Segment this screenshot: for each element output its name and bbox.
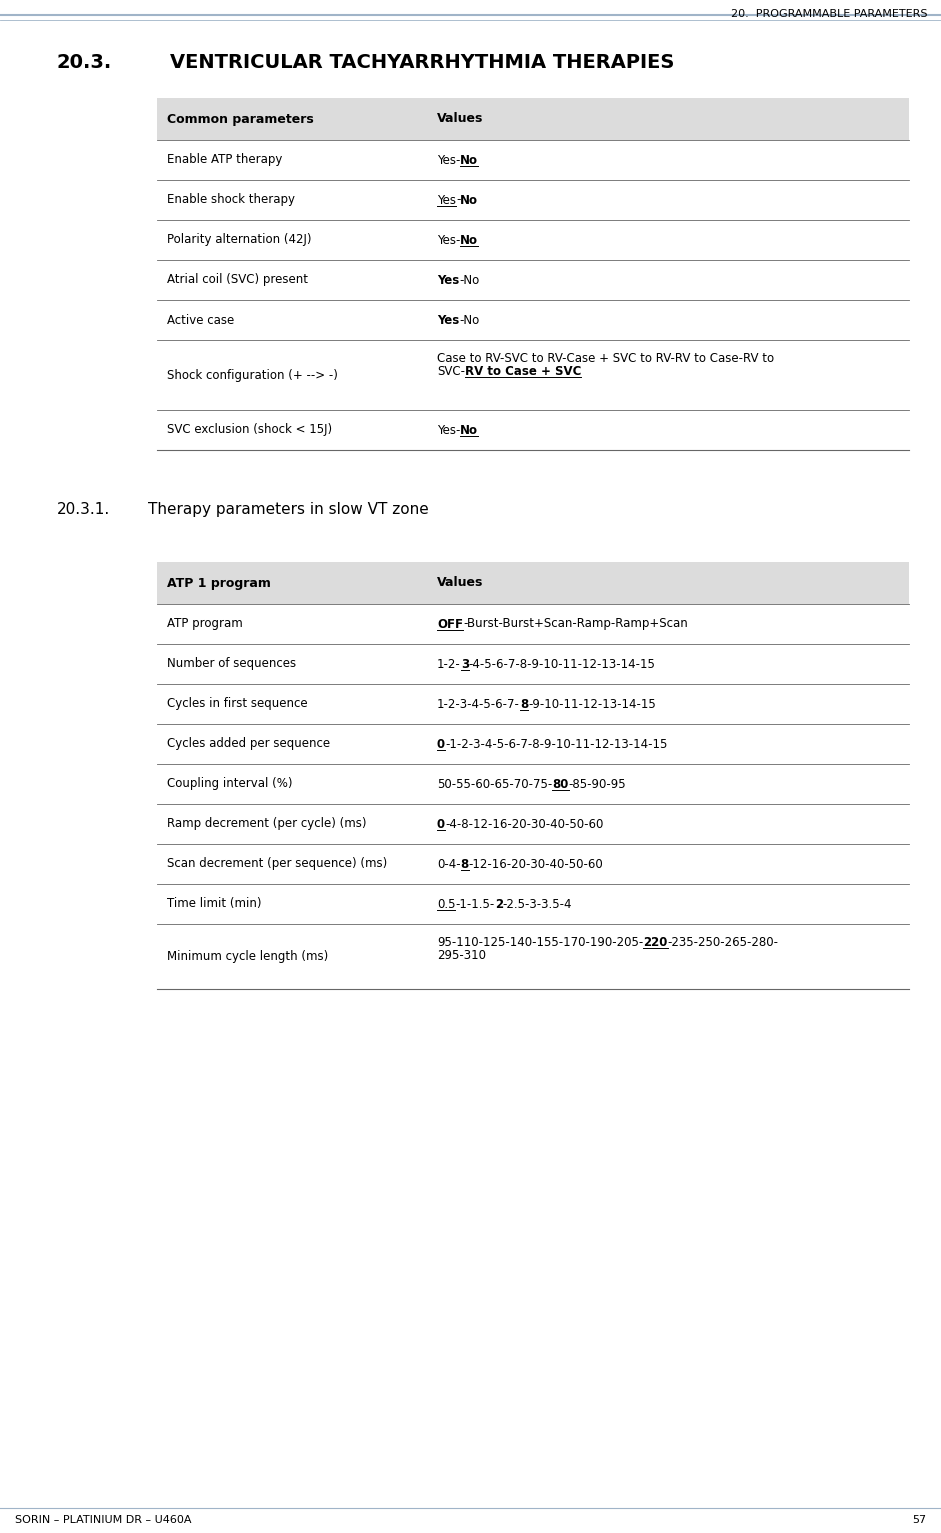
Text: 1-2-: 1-2- — [437, 658, 461, 670]
Text: 95-110-125-140-155-170-190-205-: 95-110-125-140-155-170-190-205- — [437, 935, 644, 949]
Text: -9-10-11-12-13-14-15: -9-10-11-12-13-14-15 — [528, 698, 656, 710]
Text: -4-5-6-7-8-9-10-11-12-13-14-15: -4-5-6-7-8-9-10-11-12-13-14-15 — [469, 658, 656, 670]
Bar — [157, 563, 909, 604]
Text: Yes: Yes — [437, 273, 459, 287]
Text: -1-1.5-: -1-1.5- — [455, 897, 495, 911]
Text: 80: 80 — [552, 777, 568, 791]
Text: SVC-: SVC- — [437, 365, 465, 377]
Text: Minimum cycle length (ms): Minimum cycle length (ms) — [167, 950, 328, 963]
Text: Atrial coil (SVC) present: Atrial coil (SVC) present — [167, 273, 308, 287]
Text: 20.3.1.: 20.3.1. — [57, 501, 110, 517]
Text: -85-90-95: -85-90-95 — [568, 777, 627, 791]
Text: 8: 8 — [519, 698, 528, 710]
Text: Scan decrement (per sequence) (ms): Scan decrement (per sequence) (ms) — [167, 857, 388, 871]
Text: Case to RV-SVC to RV-Case + SVC to RV-RV to Case-RV to: Case to RV-SVC to RV-Case + SVC to RV-RV… — [437, 351, 774, 365]
Text: OFF: OFF — [437, 618, 463, 630]
Text: Yes: Yes — [437, 314, 459, 327]
Text: ATP program: ATP program — [167, 618, 243, 630]
Text: -2.5-3-3.5-4: -2.5-3-3.5-4 — [502, 897, 572, 911]
Text: -: - — [456, 193, 460, 207]
Text: Enable shock therapy: Enable shock therapy — [167, 193, 295, 207]
Text: No: No — [460, 153, 478, 167]
Text: Yes-: Yes- — [437, 233, 460, 247]
Text: Number of sequences: Number of sequences — [167, 658, 296, 670]
Text: No: No — [460, 193, 478, 207]
Text: Ramp decrement (per cycle) (ms): Ramp decrement (per cycle) (ms) — [167, 817, 366, 831]
Text: Time limit (min): Time limit (min) — [167, 897, 262, 911]
Text: 57: 57 — [912, 1515, 926, 1525]
Text: Yes-: Yes- — [437, 423, 460, 437]
Text: VENTRICULAR TACHYARRHYTHMIA THERAPIES: VENTRICULAR TACHYARRHYTHMIA THERAPIES — [170, 54, 675, 72]
Text: 0-4-: 0-4- — [437, 857, 461, 871]
Text: Values: Values — [437, 112, 484, 126]
Text: Therapy parameters in slow VT zone: Therapy parameters in slow VT zone — [148, 501, 429, 517]
Text: Common parameters: Common parameters — [167, 112, 313, 126]
Text: Active case: Active case — [167, 314, 234, 327]
Text: 0: 0 — [437, 817, 445, 831]
Text: 1-2-3-4-5-6-7-: 1-2-3-4-5-6-7- — [437, 698, 519, 710]
Text: 0: 0 — [437, 737, 445, 751]
Text: -1-2-3-4-5-6-7-8-9-10-11-12-13-14-15: -1-2-3-4-5-6-7-8-9-10-11-12-13-14-15 — [445, 737, 667, 751]
Text: 295-310: 295-310 — [437, 949, 486, 961]
Text: -235-250-265-280-: -235-250-265-280- — [667, 935, 778, 949]
Text: ATP 1 program: ATP 1 program — [167, 576, 271, 590]
Text: -4-8-12-16-20-30-40-50-60: -4-8-12-16-20-30-40-50-60 — [445, 817, 603, 831]
Text: 8: 8 — [461, 857, 469, 871]
Text: Cycles in first sequence: Cycles in first sequence — [167, 698, 308, 710]
Text: 20.3.: 20.3. — [57, 54, 112, 72]
Text: 20.  PROGRAMMABLE PARAMETERS: 20. PROGRAMMABLE PARAMETERS — [731, 9, 928, 18]
Text: -Burst-Burst+Scan-Ramp-Ramp+Scan: -Burst-Burst+Scan-Ramp-Ramp+Scan — [463, 618, 688, 630]
Text: 2: 2 — [495, 897, 502, 911]
Text: No: No — [460, 233, 478, 247]
Text: SVC exclusion (shock < 15J): SVC exclusion (shock < 15J) — [167, 423, 332, 437]
Text: Values: Values — [437, 576, 484, 590]
Text: Coupling interval (%): Coupling interval (%) — [167, 777, 293, 791]
Text: SORIN – PLATINIUM DR – U460A: SORIN – PLATINIUM DR – U460A — [15, 1515, 192, 1525]
Text: -No: -No — [459, 273, 480, 287]
Text: Enable ATP therapy: Enable ATP therapy — [167, 153, 282, 167]
Text: Yes-: Yes- — [437, 153, 460, 167]
Text: No: No — [460, 423, 478, 437]
Text: 0.5: 0.5 — [437, 897, 455, 911]
Text: Cycles added per sequence: Cycles added per sequence — [167, 737, 330, 751]
Text: Shock configuration (+ --> -): Shock configuration (+ --> -) — [167, 368, 338, 382]
Bar — [157, 98, 909, 140]
Text: 220: 220 — [644, 935, 667, 949]
Text: -12-16-20-30-40-50-60: -12-16-20-30-40-50-60 — [469, 857, 603, 871]
Text: Polarity alternation (42J): Polarity alternation (42J) — [167, 233, 311, 247]
Text: 50-55-60-65-70-75-: 50-55-60-65-70-75- — [437, 777, 552, 791]
Text: -No: -No — [459, 314, 480, 327]
Text: Yes: Yes — [437, 193, 456, 207]
Text: RV to Case + SVC: RV to Case + SVC — [465, 365, 582, 377]
Text: 3: 3 — [461, 658, 469, 670]
